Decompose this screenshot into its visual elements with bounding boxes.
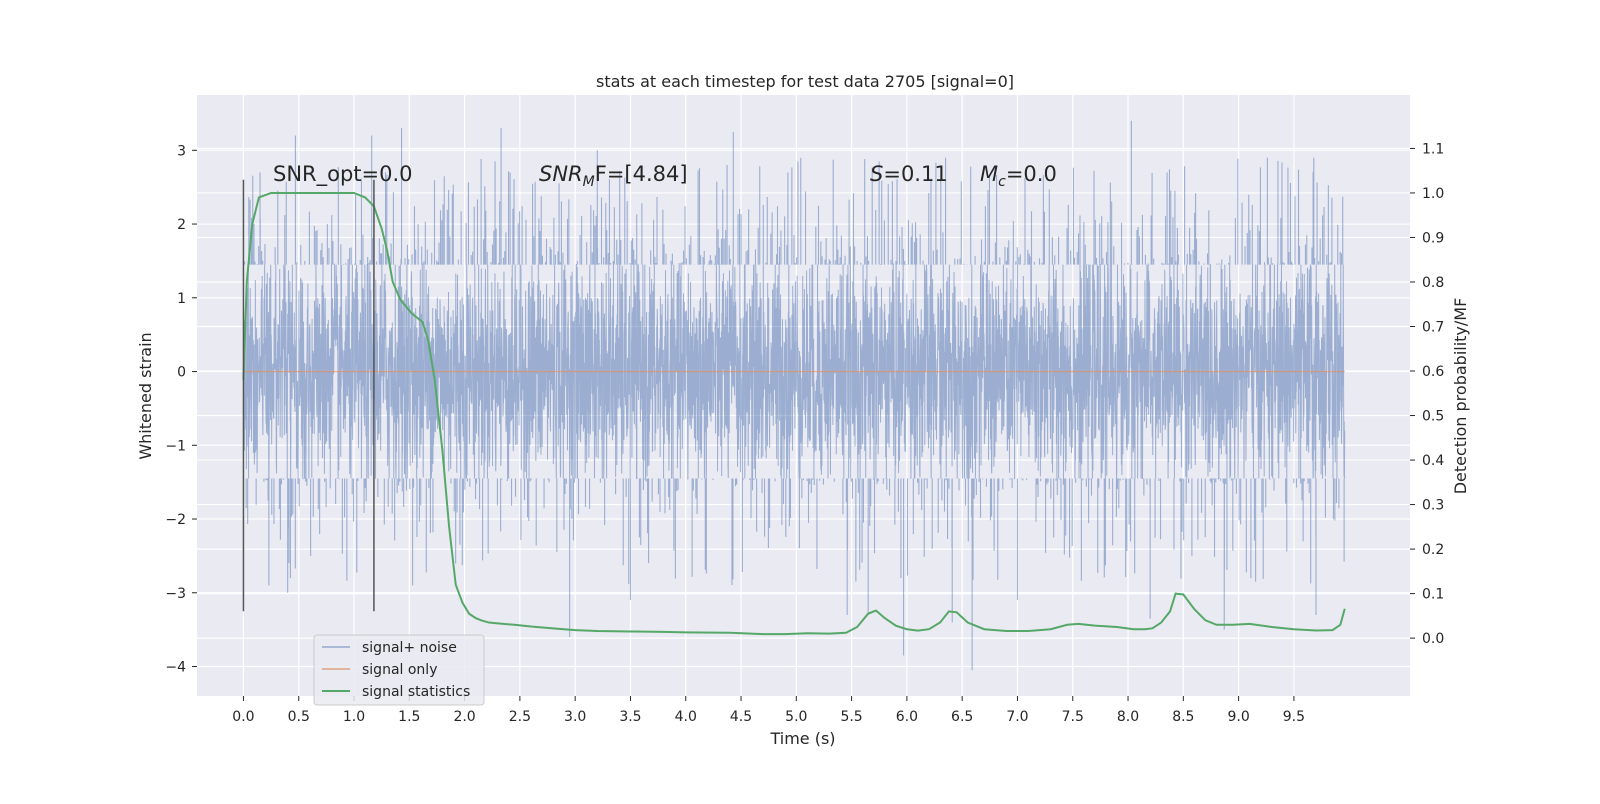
y-axis-label: Whitened strain bbox=[136, 332, 155, 459]
annotations: SNR_opt=0.0 SNRMF=[4.84] S=0.11 Mc=0.0 bbox=[273, 162, 1057, 190]
s-annotation: S=0.11 bbox=[870, 162, 948, 186]
y2-tick-label: 0.0 bbox=[1422, 631, 1444, 647]
x-tick-label: 1.0 bbox=[343, 709, 365, 725]
y2-tick-label: 1.1 bbox=[1422, 141, 1444, 157]
y2-tick-label: 0.9 bbox=[1422, 230, 1444, 246]
mc-label: M bbox=[980, 162, 998, 186]
y2-tick-label: 0.7 bbox=[1422, 319, 1444, 335]
legend-label-signal-only: signal only bbox=[362, 662, 437, 678]
chart-title: stats at each timestep for test data 270… bbox=[596, 72, 1014, 91]
snr-mf-label: SNR bbox=[539, 162, 583, 186]
y2-axis-label: Detection probability/MF bbox=[1451, 298, 1470, 495]
legend-label-signal-statistics: signal statistics bbox=[362, 684, 470, 700]
mc-subscript: c bbox=[998, 174, 1006, 190]
x-tick-label: 6.5 bbox=[951, 709, 973, 725]
x-tick-label: 4.5 bbox=[730, 709, 752, 725]
y2-tick-label: 0.1 bbox=[1422, 587, 1444, 603]
x-axis-label: Time (s) bbox=[769, 729, 835, 748]
x-tick-label: 7.0 bbox=[1006, 709, 1028, 725]
mc-value: =0.0 bbox=[1006, 162, 1057, 186]
x-tick-label: 2.5 bbox=[509, 709, 531, 725]
x-tick-label: 1.5 bbox=[398, 709, 420, 725]
x-tick-label: 3.0 bbox=[564, 709, 586, 725]
y2-tick-label: 0.8 bbox=[1422, 275, 1444, 291]
x-tick-label: 6.0 bbox=[896, 709, 918, 725]
snr-mf-annotation: SNRMF=[4.84] bbox=[539, 162, 688, 190]
y2-tick-label: 1.0 bbox=[1422, 186, 1444, 202]
snr-opt-annotation: SNR_opt=0.0 bbox=[273, 162, 413, 187]
y-tick-label: 0 bbox=[177, 365, 186, 381]
x-tick-label: 3.5 bbox=[619, 709, 641, 725]
x-tick-label: 2.0 bbox=[453, 709, 475, 725]
y-tick-label: −3 bbox=[165, 586, 186, 602]
x-tick-label: 7.5 bbox=[1062, 709, 1084, 725]
y-tick-label: 2 bbox=[177, 217, 186, 233]
y-tick-label: −2 bbox=[165, 512, 186, 528]
legend-box bbox=[313, 634, 485, 706]
x-tick-label: 0.0 bbox=[232, 709, 254, 725]
legend: signal+ noise signal only signal statist… bbox=[313, 634, 485, 706]
y2-tick-label: 0.3 bbox=[1422, 498, 1444, 514]
x-tick-label: 9.0 bbox=[1227, 709, 1249, 725]
y2-tick-label: 0.6 bbox=[1422, 364, 1444, 380]
series-signal-statistics bbox=[242, 191, 1346, 636]
x-tick-label: 5.5 bbox=[840, 709, 862, 725]
x-tick-label: 5.0 bbox=[785, 709, 807, 725]
series-layer bbox=[242, 120, 1346, 671]
x-tick-label: 9.5 bbox=[1283, 709, 1305, 725]
axis-ticks: 0.0 0.5 1.0 1.5 2.0 2.5 3.0 3.5 4.0 4.5 5.0 5.5 6.0 6… bbox=[165, 141, 1444, 725]
snr-mf-subscript: M bbox=[583, 174, 595, 190]
legend-label-signal-noise: signal+ noise bbox=[362, 640, 457, 656]
y-tick-label: 1 bbox=[177, 291, 186, 307]
y2-tick-label: 0.5 bbox=[1422, 409, 1444, 425]
x-tick-label: 0.5 bbox=[288, 709, 310, 725]
vertical-markers bbox=[242, 179, 375, 612]
series-signal-noise bbox=[242, 263, 1346, 479]
y-tick-label: −1 bbox=[165, 438, 186, 454]
snr-mf-value: F=[4.84] bbox=[595, 162, 688, 186]
y2-tick-label: 0.2 bbox=[1422, 542, 1444, 558]
y-tick-label: 3 bbox=[177, 143, 186, 159]
x-tick-label: 4.0 bbox=[675, 709, 697, 725]
y-tick-label: −4 bbox=[165, 660, 186, 676]
s-value: =0.11 bbox=[883, 162, 947, 186]
s-label: S bbox=[870, 162, 883, 186]
mc-annotation: Mc=0.0 bbox=[980, 162, 1057, 190]
y2-tick-label: 0.4 bbox=[1422, 453, 1444, 469]
x-tick-label: 8.5 bbox=[1172, 709, 1194, 725]
x-tick-label: 8.0 bbox=[1117, 709, 1139, 725]
